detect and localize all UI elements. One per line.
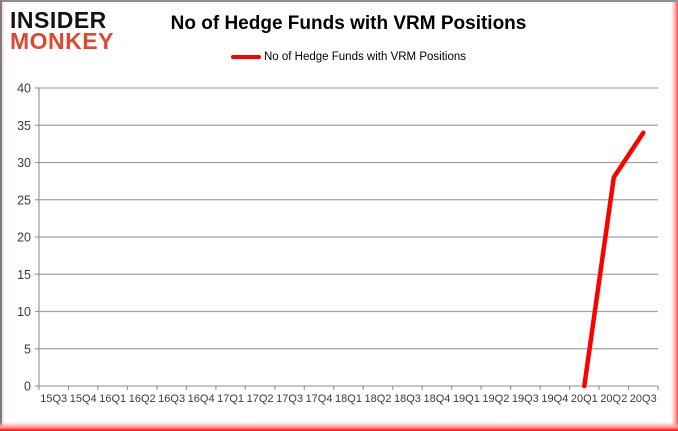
svg-text:15Q4: 15Q4 — [70, 393, 97, 405]
svg-text:25: 25 — [17, 193, 31, 207]
svg-text:20: 20 — [17, 231, 31, 245]
svg-text:18Q4: 18Q4 — [423, 393, 450, 405]
svg-text:18Q2: 18Q2 — [365, 393, 392, 405]
logo-text-insider: INSIDER — [10, 7, 107, 33]
svg-text:16Q4: 16Q4 — [188, 393, 215, 405]
svg-text:15Q3: 15Q3 — [40, 393, 67, 405]
svg-text:16Q3: 16Q3 — [158, 393, 185, 405]
svg-text:20Q1: 20Q1 — [571, 393, 598, 405]
svg-text:18Q3: 18Q3 — [394, 393, 421, 405]
svg-text:17Q3: 17Q3 — [276, 393, 303, 405]
svg-text:17Q4: 17Q4 — [306, 393, 333, 405]
legend-line-swatch — [231, 55, 261, 59]
svg-text:30: 30 — [17, 156, 31, 170]
insider-monkey-logo: INSIDER MONKEY — [10, 9, 114, 53]
frame-glow-right — [671, 2, 678, 431]
svg-text:16Q2: 16Q2 — [129, 393, 156, 405]
chart-legend: No of Hedge Funds with VRM Positions — [39, 51, 658, 63]
svg-text:19Q4: 19Q4 — [541, 393, 568, 405]
svg-text:19Q2: 19Q2 — [482, 393, 509, 405]
svg-text:20Q3: 20Q3 — [630, 393, 657, 405]
svg-text:19Q1: 19Q1 — [453, 393, 480, 405]
svg-text:19Q3: 19Q3 — [512, 393, 539, 405]
frame-border-top — [0, 0, 678, 2]
legend-label: No of Hedge Funds with VRM Positions — [264, 51, 466, 63]
svg-text:18Q1: 18Q1 — [335, 393, 362, 405]
svg-text:20Q2: 20Q2 — [600, 393, 627, 405]
svg-text:40: 40 — [17, 82, 31, 96]
svg-text:10: 10 — [17, 305, 31, 319]
svg-text:16Q1: 16Q1 — [99, 393, 126, 405]
svg-text:17Q1: 17Q1 — [217, 393, 244, 405]
svg-text:5: 5 — [24, 342, 31, 356]
logo-text-monkey: MONKEY — [10, 28, 114, 54]
chart-title: No of Hedge Funds with VRM Positions — [170, 13, 527, 34]
frame-border-left — [0, 0, 2, 431]
svg-text:15: 15 — [17, 268, 31, 282]
svg-text:17Q2: 17Q2 — [247, 393, 274, 405]
frame-glow-bottom — [0, 422, 678, 431]
svg-text:0: 0 — [24, 380, 31, 394]
svg-text:35: 35 — [17, 119, 31, 133]
